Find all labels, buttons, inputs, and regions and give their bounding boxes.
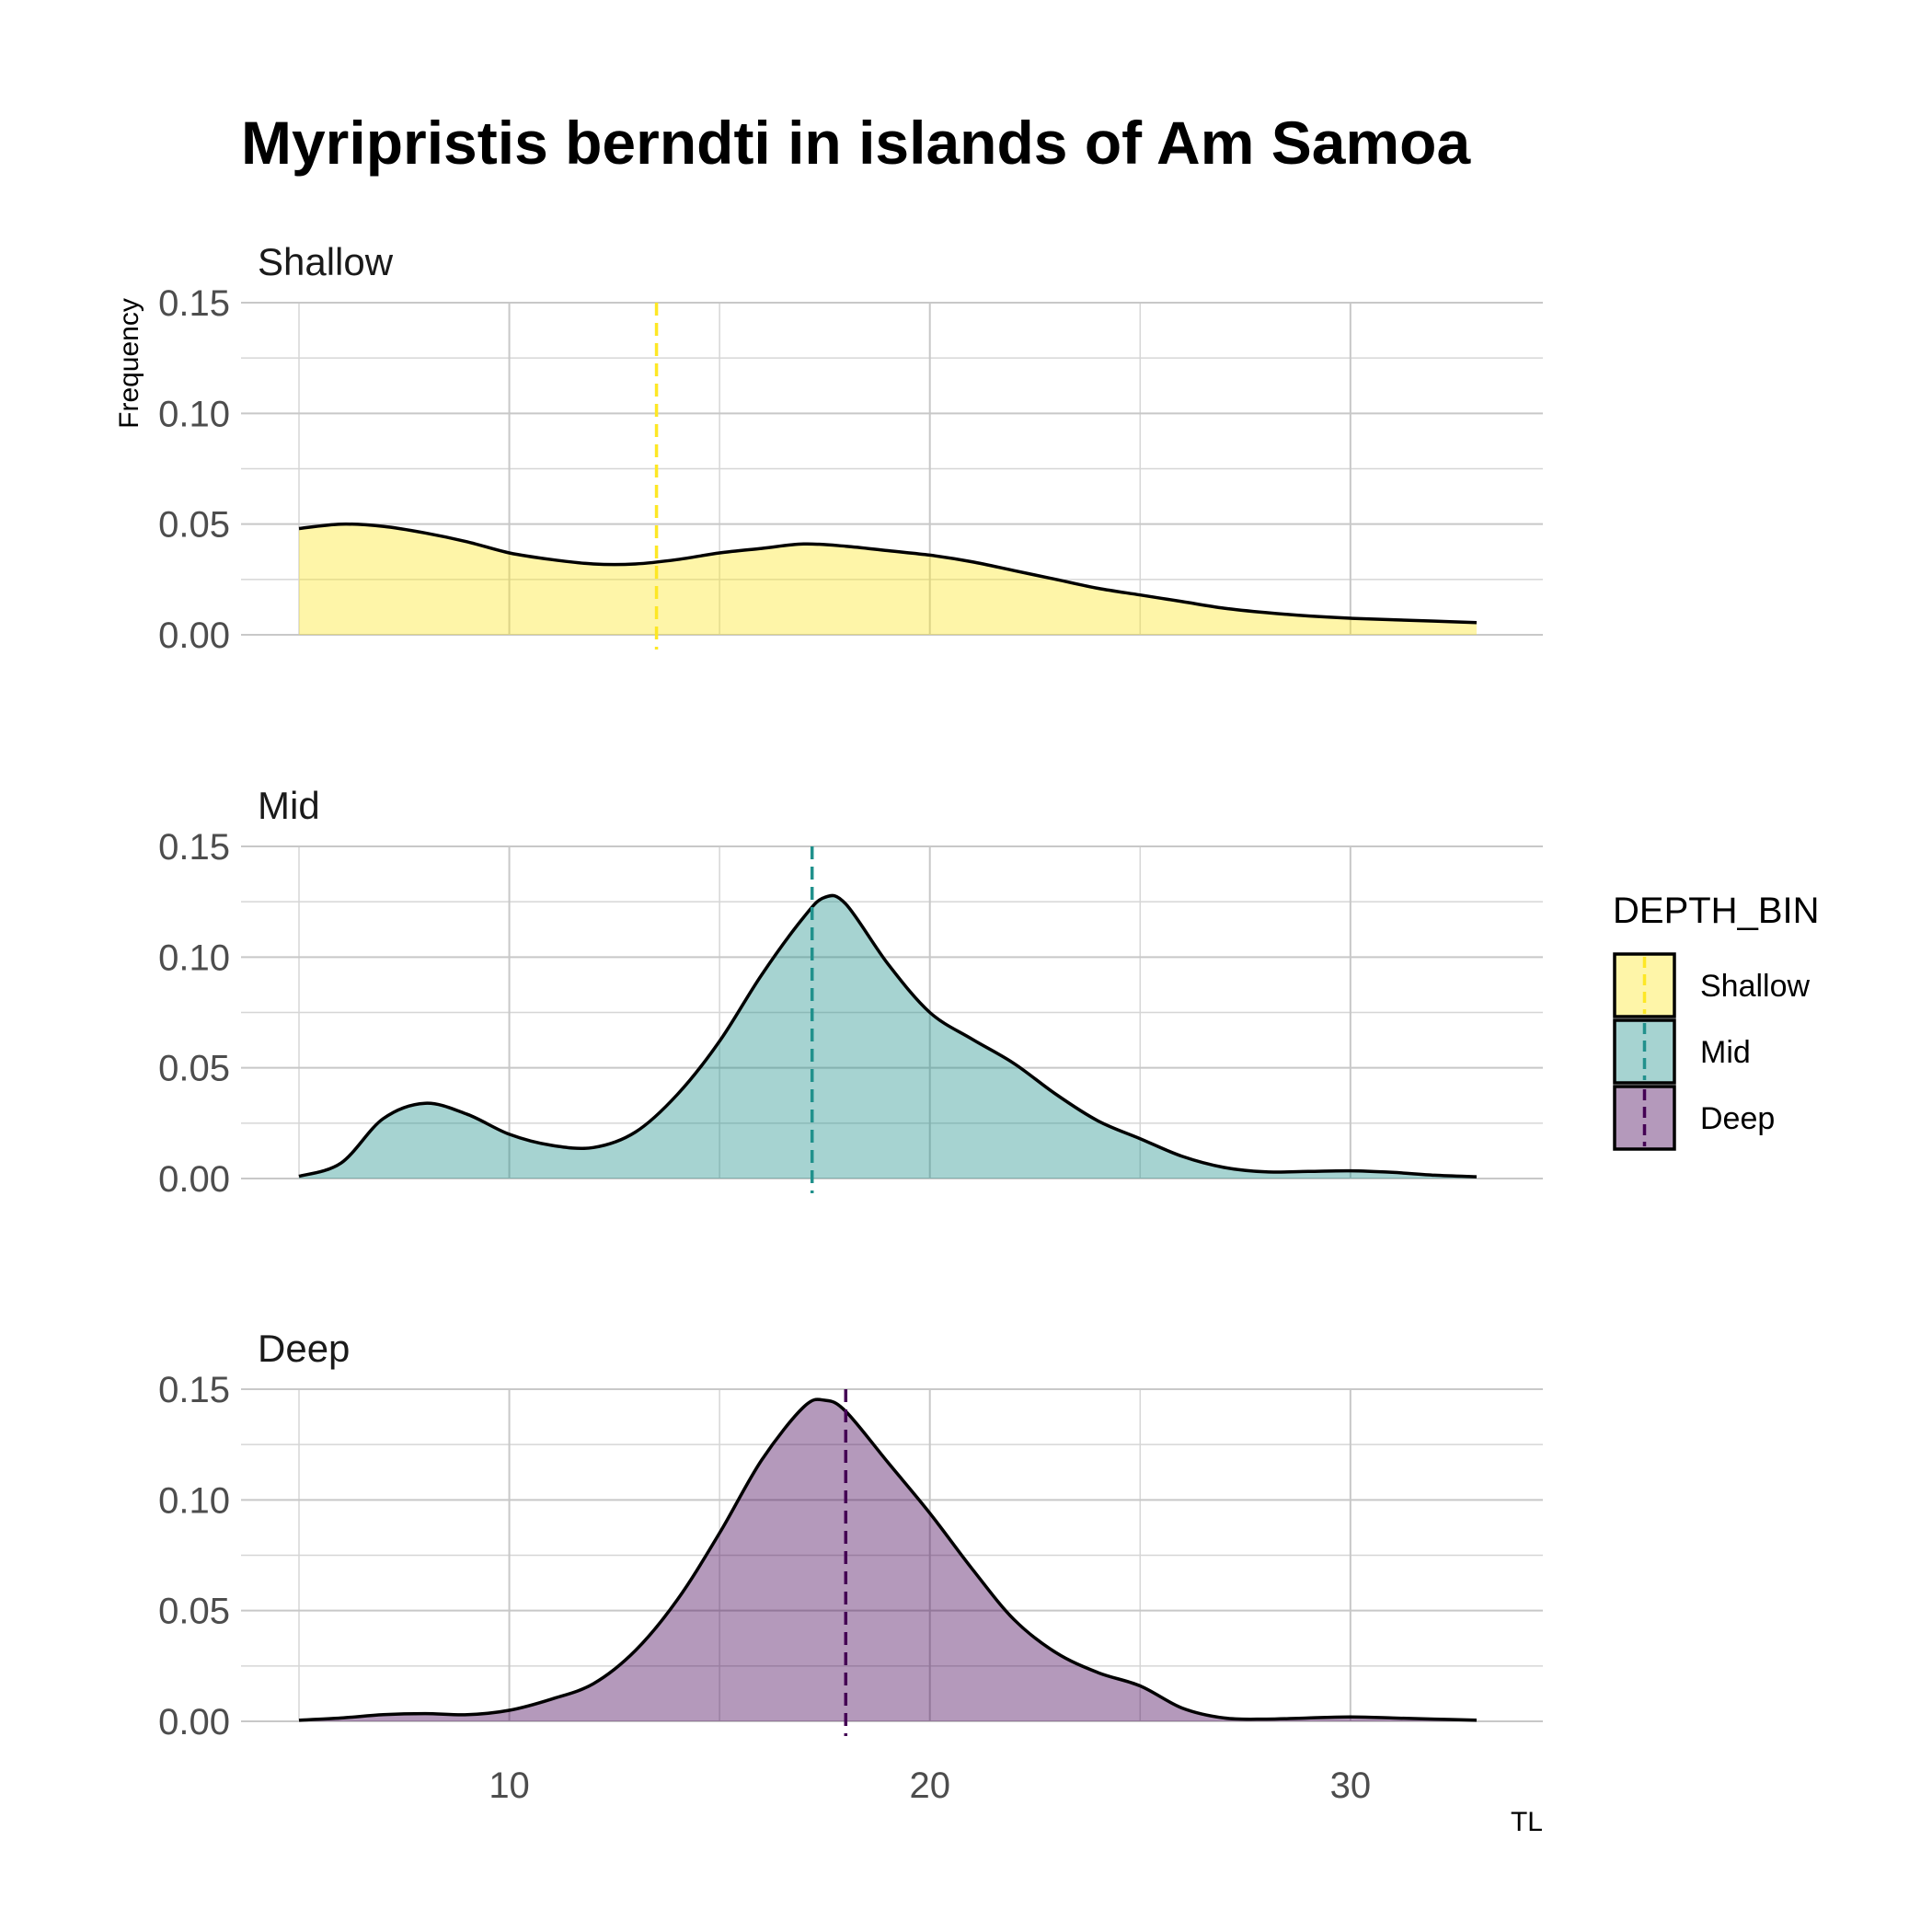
facet-label: Deep xyxy=(258,1327,350,1370)
y-tick-label: 0.05 xyxy=(158,505,230,546)
facet-panel-shallow: Shallow 0.00 0.05 0.10 0.15 xyxy=(158,240,1543,656)
legend-label: Shallow xyxy=(1700,969,1811,1004)
density-curve-mid xyxy=(298,893,1478,1179)
y-tick-label: 0.15 xyxy=(158,827,230,868)
legend-item-deep: Deep xyxy=(1613,1085,1775,1151)
facet-label: Mid xyxy=(258,784,320,827)
y-tick-label: 0.00 xyxy=(158,1159,230,1200)
density-area-deep xyxy=(299,1399,1477,1721)
density-curve-deep xyxy=(298,1397,1478,1722)
y-tick-label: 0.10 xyxy=(158,1480,230,1521)
density-area-mid xyxy=(299,895,1477,1179)
chart-title: Myripristis berndti in islands of Am Sam… xyxy=(241,109,1471,177)
y-tick-label: 0.05 xyxy=(158,1049,230,1089)
y-tick-label: 0.10 xyxy=(158,394,230,434)
facet-panels: Shallow 0.00 0.05 0.10 0.15 Mid 0.00 0.05 0.10 0.… xyxy=(114,240,1543,1806)
y-tick-label: 0.05 xyxy=(158,1592,230,1632)
y-axis-title: Frequency xyxy=(114,298,144,429)
y-tick-label: 0.15 xyxy=(158,1370,230,1410)
x-axis-title: TL xyxy=(1511,1807,1543,1837)
x-tick-label: 10 xyxy=(489,1765,530,1806)
x-tick-label: 30 xyxy=(1330,1765,1372,1806)
legend-item-mid: Mid xyxy=(1613,1018,1751,1085)
legend-label: Deep xyxy=(1700,1101,1775,1136)
legend-title: DEPTH_BIN xyxy=(1613,891,1820,931)
y-tick-label: 0.00 xyxy=(158,615,230,656)
y-tick-label: 0.00 xyxy=(158,1702,230,1742)
density-area-shallow xyxy=(299,523,1477,635)
density-curve-shallow xyxy=(298,522,1478,625)
legend: DEPTH_BIN Shallow Mid Deep xyxy=(1613,891,1820,1151)
y-tick-label: 0.10 xyxy=(158,937,230,978)
y-tick-label: 0.15 xyxy=(158,283,230,324)
x-tick-label: 20 xyxy=(909,1765,950,1806)
facet-label: Shallow xyxy=(258,240,394,283)
facet-panel-deep: Deep 0.00 0.05 0.10 0.15 xyxy=(158,1327,1543,1742)
legend-label: Mid xyxy=(1700,1035,1751,1070)
facet-panel-mid: Mid 0.00 0.05 0.10 0.15 xyxy=(158,784,1543,1200)
legend-item-shallow: Shallow xyxy=(1613,952,1811,1018)
